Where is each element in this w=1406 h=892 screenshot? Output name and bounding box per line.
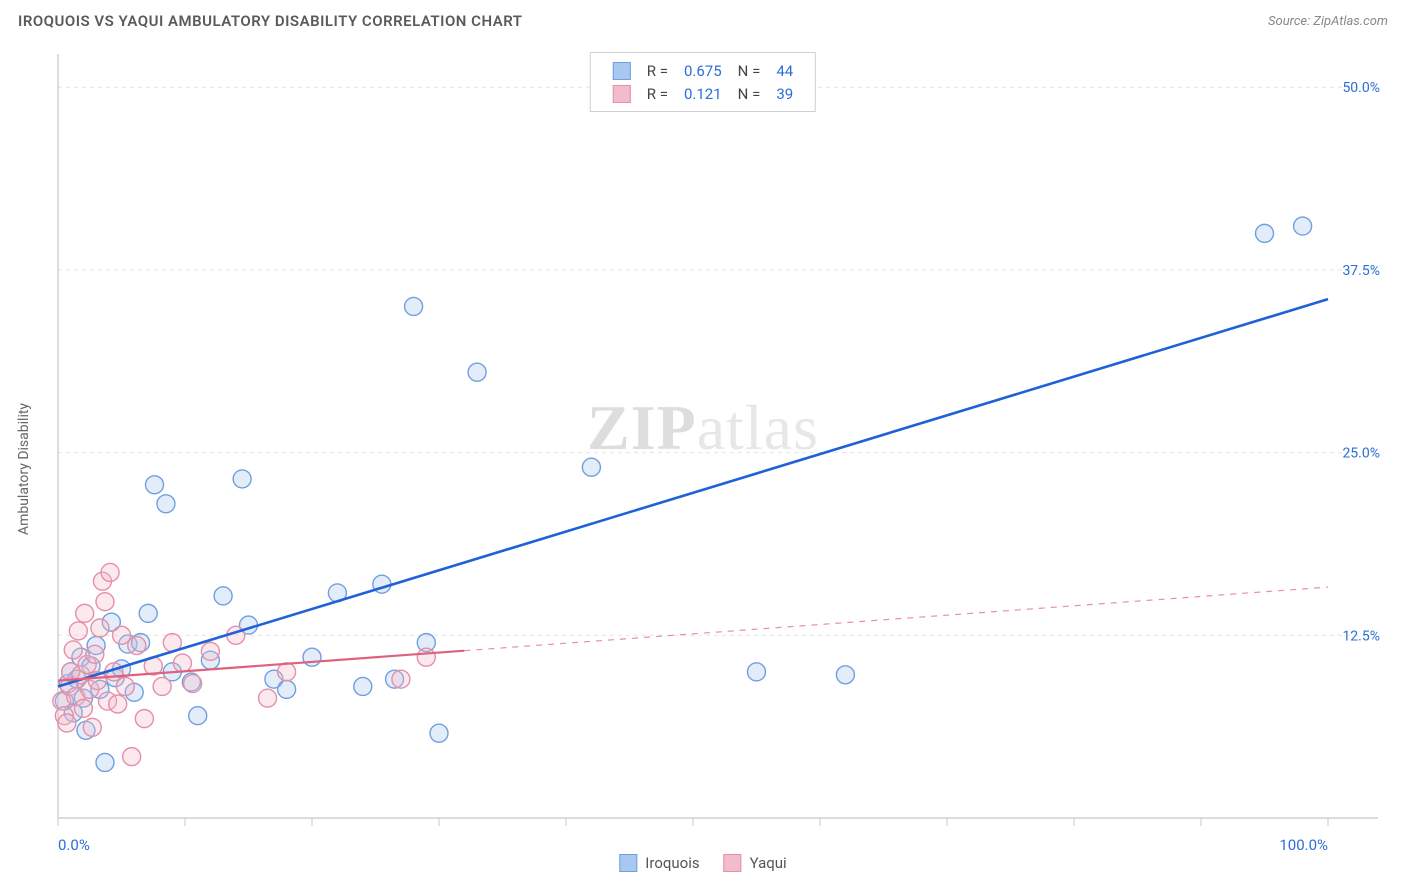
r-value-yaqui: 0.121 [676, 82, 730, 105]
svg-text:100.0%: 100.0% [1279, 836, 1328, 854]
svg-text:12.5%: 12.5% [1342, 628, 1380, 644]
svg-text:25.0%: 25.0% [1342, 446, 1380, 462]
legend-label-yaqui: Yaqui [750, 854, 787, 872]
series-legend: Iroquois Yaqui [619, 854, 786, 872]
legend-item-iroquois: Iroquois [619, 854, 699, 872]
svg-text:0.0%: 0.0% [58, 836, 90, 854]
chart-title: IROQUOIS VS YAQUI AMBULATORY DISABILITY … [18, 12, 523, 30]
swatch-yaqui [613, 85, 631, 103]
n-value-yaqui: 39 [768, 82, 801, 105]
source-attribution: Source: ZipAtlas.com [1268, 14, 1388, 29]
n-value-iroquois: 44 [768, 59, 801, 82]
swatch-iroquois [613, 62, 631, 80]
scatter-plot: 0.0% 100.0% 12.5% 25.0% 37.5% 50.0% [18, 48, 1388, 874]
y-axis-label: Ambulatory Disability [16, 403, 32, 535]
swatch-yaqui [724, 854, 742, 872]
r-label: R = [639, 82, 676, 105]
n-label: N = [730, 59, 769, 82]
legend-item-yaqui: Yaqui [724, 854, 787, 872]
n-label: N = [730, 82, 769, 105]
correlation-legend: R = 0.675 N = 44 R = 0.121 N = 39 [590, 52, 816, 112]
legend-row-yaqui: R = 0.121 N = 39 [605, 82, 801, 105]
svg-text:50.0%: 50.0% [1342, 80, 1380, 96]
chart-container: Ambulatory Disability ZIPatlas 0.0%100.0… [18, 48, 1388, 874]
r-value-iroquois: 0.675 [676, 59, 730, 82]
swatch-iroquois [619, 854, 637, 872]
legend-label-iroquois: Iroquois [645, 854, 699, 872]
r-label: R = [639, 59, 676, 82]
legend-row-iroquois: R = 0.675 N = 44 [605, 59, 801, 82]
svg-text:37.5%: 37.5% [1342, 263, 1380, 279]
